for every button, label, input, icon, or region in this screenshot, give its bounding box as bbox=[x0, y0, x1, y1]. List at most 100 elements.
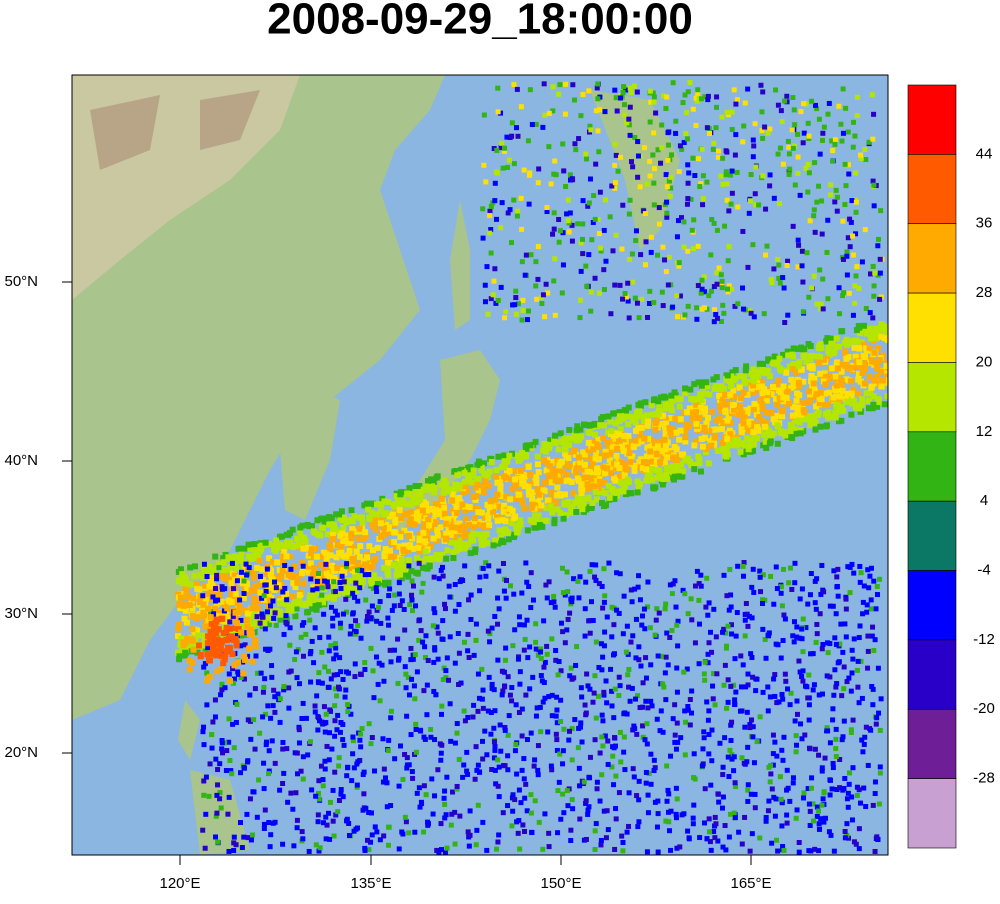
rain-cell bbox=[620, 839, 626, 845]
rain-cell bbox=[785, 352, 792, 359]
rain-cell bbox=[871, 111, 877, 117]
rain-cell bbox=[547, 437, 554, 444]
rain-cell bbox=[664, 454, 671, 461]
rain-cell bbox=[606, 494, 613, 501]
rain-cell bbox=[775, 848, 781, 854]
rain-cell bbox=[613, 152, 619, 158]
rain-cell bbox=[816, 183, 822, 189]
rain-cell bbox=[745, 264, 751, 270]
rain-cell bbox=[565, 218, 571, 224]
rain-cell bbox=[388, 708, 394, 714]
rain-cell bbox=[513, 295, 519, 301]
rain-cell bbox=[485, 628, 491, 634]
rain-cell bbox=[663, 601, 669, 607]
rain-cell bbox=[805, 120, 811, 126]
rain-cell bbox=[502, 315, 508, 321]
rain-cell bbox=[210, 566, 217, 573]
rain-cell bbox=[526, 172, 532, 178]
rain-cell bbox=[595, 96, 601, 102]
rain-cell bbox=[454, 524, 461, 531]
rain-cell bbox=[531, 763, 537, 769]
rain-cell bbox=[446, 583, 452, 589]
rain-cell bbox=[583, 421, 590, 428]
rain-cell bbox=[397, 602, 403, 608]
rain-cell bbox=[401, 542, 408, 549]
rain-cell bbox=[728, 381, 735, 388]
rain-cell bbox=[622, 290, 628, 296]
rain-cell bbox=[601, 422, 608, 429]
rain-cell bbox=[763, 252, 769, 258]
rain-cell bbox=[553, 492, 560, 499]
rain-cell bbox=[544, 456, 551, 463]
rain-cell bbox=[382, 775, 388, 781]
rain-cell bbox=[851, 636, 857, 642]
rain-cell bbox=[794, 711, 800, 717]
rain-cell bbox=[368, 839, 374, 845]
rain-cell bbox=[573, 469, 580, 476]
rain-cell bbox=[640, 680, 646, 686]
rain-cell bbox=[471, 515, 478, 522]
rain-cell bbox=[778, 655, 784, 661]
rain-cell bbox=[800, 309, 806, 315]
rain-cell bbox=[298, 634, 304, 640]
rain-cell bbox=[617, 729, 623, 735]
rain-cell bbox=[521, 647, 527, 653]
rain-cell bbox=[451, 534, 458, 541]
rain-cell bbox=[688, 196, 694, 202]
rain-cell bbox=[858, 152, 864, 158]
rain-cell bbox=[374, 514, 381, 521]
rain-cell bbox=[821, 124, 827, 130]
rain-cell bbox=[625, 672, 631, 678]
rain-cell bbox=[854, 94, 860, 100]
rain-cell bbox=[204, 567, 211, 574]
rain-cell bbox=[796, 242, 802, 248]
rain-cell bbox=[674, 464, 681, 471]
rain-cell bbox=[311, 592, 318, 599]
rain-cell bbox=[842, 828, 848, 834]
rain-cell bbox=[362, 561, 369, 568]
rain-cell bbox=[406, 485, 413, 492]
rain-cell bbox=[794, 698, 800, 704]
rain-cell bbox=[669, 432, 676, 439]
rain-cell bbox=[332, 769, 338, 775]
rain-cell bbox=[316, 848, 322, 854]
rain-cell bbox=[653, 451, 660, 458]
rain-cell bbox=[319, 585, 325, 591]
rain-cell bbox=[553, 506, 560, 513]
rain-cell bbox=[583, 579, 589, 585]
rain-cell bbox=[533, 621, 539, 627]
rain-cell bbox=[249, 832, 255, 838]
rain-cell bbox=[841, 664, 847, 670]
rain-cell bbox=[175, 577, 182, 584]
rain-cell bbox=[664, 630, 670, 636]
rain-cell bbox=[625, 298, 631, 304]
rain-cell bbox=[818, 344, 825, 351]
rain-cell bbox=[589, 599, 595, 605]
rain-cell bbox=[360, 535, 367, 542]
rain-cell bbox=[662, 257, 668, 263]
rain-cell bbox=[551, 278, 557, 284]
rain-cell bbox=[664, 184, 670, 190]
rain-cell bbox=[704, 125, 710, 131]
rain-cell bbox=[240, 594, 247, 601]
rain-cell bbox=[433, 537, 440, 544]
rain-cell bbox=[494, 846, 500, 852]
rain-cell bbox=[564, 627, 570, 633]
rain-cell bbox=[613, 773, 619, 779]
rain-cell bbox=[241, 676, 247, 682]
rain-cell bbox=[790, 223, 796, 229]
rain-cell bbox=[694, 568, 700, 574]
rain-cell bbox=[617, 683, 623, 689]
rain-cell bbox=[354, 782, 360, 788]
rain-cell bbox=[813, 639, 819, 645]
rain-cell bbox=[601, 599, 607, 605]
rain-cell bbox=[257, 620, 263, 626]
rain-cell bbox=[570, 82, 576, 88]
rain-cell bbox=[220, 750, 226, 756]
rain-cell bbox=[261, 620, 268, 627]
rain-cell bbox=[257, 589, 264, 596]
rain-cell bbox=[686, 170, 692, 176]
rain-cell bbox=[589, 459, 596, 466]
rain-cell bbox=[642, 737, 648, 743]
rain-cell bbox=[251, 574, 258, 581]
